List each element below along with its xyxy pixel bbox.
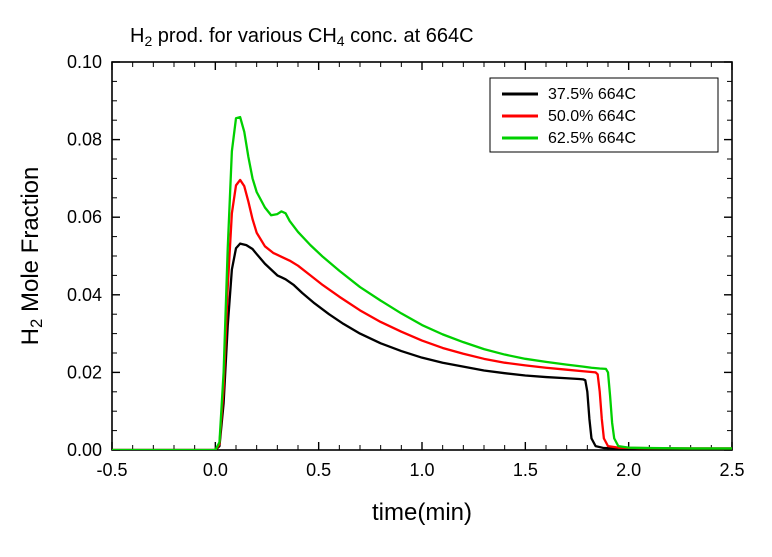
- y-tick-label: 0.00: [67, 440, 102, 460]
- legend: 37.5% 664C 50.0% 664C 62.5% 664C: [490, 78, 718, 152]
- line-chart: -0.5 0.0 0.5 1.0 1.5 2.0 2.5 0.00 0.02 0.04 0.06 0.…: [0, 0, 772, 557]
- x-tick-label: 1.0: [409, 460, 434, 480]
- chart-title: H2 prod. for various CH4 conc. at 664C: [130, 25, 474, 49]
- y-tick-label: 0.08: [67, 130, 102, 150]
- x-axis-label: time(min): [372, 499, 472, 526]
- x-tick-label: 2.0: [616, 460, 641, 480]
- y-tick-label: 0.10: [67, 52, 102, 72]
- y-tick-label: 0.04: [67, 285, 102, 305]
- x-tick-label: 0.0: [203, 460, 228, 480]
- legend-label: 62.5% 664C: [548, 130, 636, 147]
- x-tick-label: 0.5: [306, 460, 331, 480]
- legend-label: 37.5% 664C: [548, 86, 636, 103]
- x-tick-label: 1.5: [513, 460, 538, 480]
- y-tick-label: 0.06: [67, 207, 102, 227]
- x-tick-label: -0.5: [96, 460, 127, 480]
- x-tick-label: 2.5: [719, 460, 744, 480]
- legend-label: 50.0% 664C: [548, 108, 636, 125]
- chart-container: -0.5 0.0 0.5 1.0 1.5 2.0 2.5 0.00 0.02 0.04 0.06 0.…: [0, 0, 772, 557]
- y-tick-label: 0.02: [67, 362, 102, 382]
- y-axis-label: H2 Mole Fraction: [17, 167, 46, 346]
